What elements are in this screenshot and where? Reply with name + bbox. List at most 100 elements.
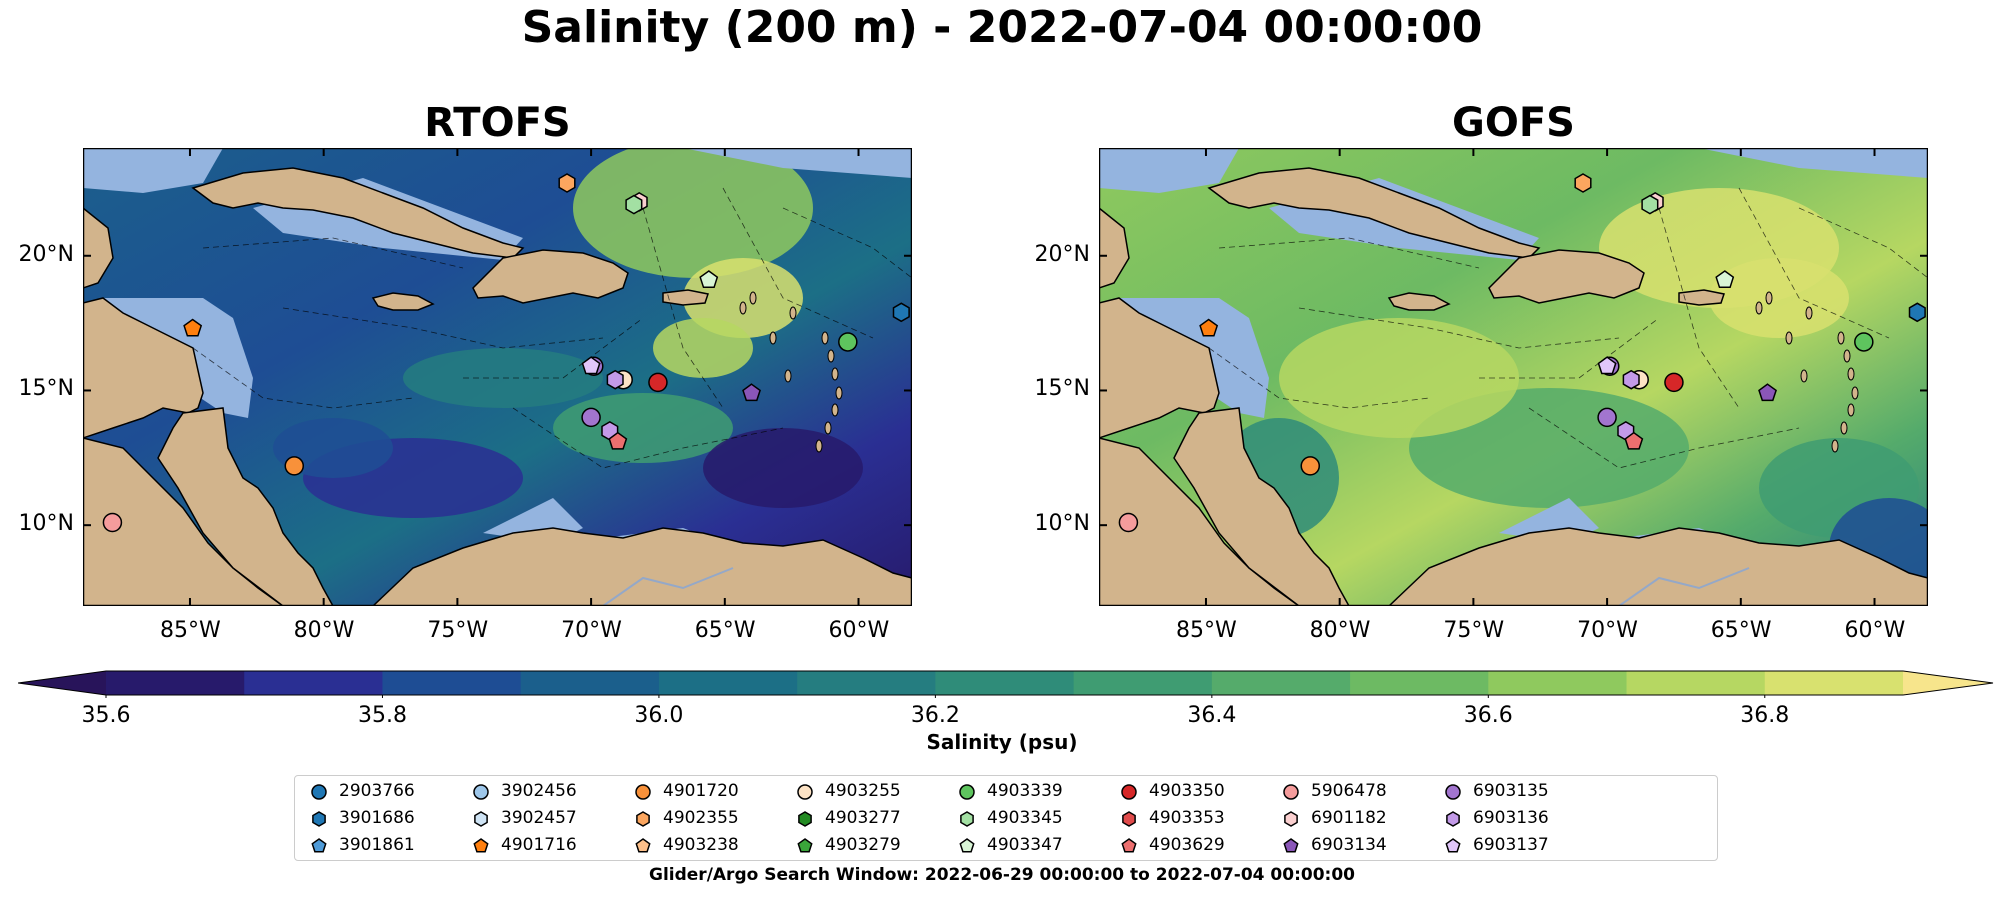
- lon-label: 75°W: [1443, 618, 1505, 643]
- eez-boundary: [1218, 237, 1480, 269]
- lon-label: 65°W: [1710, 618, 1772, 643]
- island: [1843, 349, 1851, 363]
- salinity-eddy: [573, 148, 813, 278]
- float-legend: 2903766 3901686 3901861 3902456 3902457 49017…: [294, 775, 1718, 861]
- float-marker-4903350[interactable]: [1664, 372, 1684, 393]
- float-marker-5906478[interactable]: [102, 512, 123, 533]
- island: [831, 403, 839, 417]
- colorbar-segment: [935, 671, 1075, 695]
- legend-label: 4901716: [501, 835, 577, 855]
- colorbar-segment: [1488, 671, 1628, 695]
- legend-marker-5906478: [1283, 784, 1299, 800]
- float-marker-4903339[interactable]: [1854, 332, 1874, 352]
- lat-label: 15°N: [18, 376, 74, 402]
- island: [1837, 331, 1845, 345]
- eez-boundary: [512, 407, 784, 469]
- legend-label: 3902457: [501, 808, 577, 828]
- legend-marker-2903766: [311, 784, 327, 800]
- legend-label: 4903277: [825, 808, 901, 828]
- legend-label: 4903339: [987, 781, 1063, 801]
- float-marker-6903134[interactable]: [742, 383, 761, 402]
- eez-boundary: [1298, 307, 1620, 349]
- float-marker-5906478[interactable]: [1118, 512, 1139, 533]
- float-marker-6903136[interactable]: [606, 369, 624, 390]
- island: [1831, 439, 1839, 453]
- float-marker-4903629[interactable]: [1624, 431, 1644, 450]
- map-frame: [83, 148, 912, 606]
- float-marker-6903134[interactable]: [1758, 383, 1777, 402]
- lat-label: 20°N: [18, 241, 74, 267]
- float-marker-6903137[interactable]: [1597, 356, 1617, 375]
- legend-marker-4903350: [1121, 784, 1137, 800]
- legend-marker-3902457: [474, 811, 488, 827]
- land: [472, 249, 629, 304]
- float-marker-4901716[interactable]: [1199, 318, 1219, 337]
- salinity-eddy: [553, 393, 733, 463]
- land: [83, 207, 114, 289]
- float-marker-4901720[interactable]: [284, 456, 305, 476]
- float-marker-6903135[interactable]: [581, 407, 601, 428]
- legend-marker-4903629: [1121, 838, 1137, 853]
- colorbar-segment: [382, 671, 522, 695]
- legend-marker-4901716: [473, 838, 489, 853]
- panel-title-left: RTOFS: [424, 100, 571, 146]
- float-marker-3901686[interactable]: [892, 302, 910, 323]
- legend-label: 3902456: [501, 781, 577, 801]
- float-marker-4903629[interactable]: [608, 431, 628, 450]
- legend-label: 6901182: [1311, 808, 1387, 828]
- float-marker-4903345[interactable]: [1641, 194, 1659, 215]
- float-marker-4903347[interactable]: [1715, 270, 1735, 289]
- land: [1099, 148, 1220, 439]
- legend-marker-6903136: [1446, 811, 1460, 827]
- land: [662, 289, 709, 306]
- lon-label: 60°W: [1844, 618, 1906, 643]
- legend-label: 3901686: [339, 808, 415, 828]
- float-marker-6903137[interactable]: [581, 356, 601, 375]
- legend-label: 4902355: [663, 808, 739, 828]
- lon-label: 80°W: [1309, 618, 1371, 643]
- land: [1387, 292, 1451, 311]
- map-panel-left[interactable]: [83, 148, 912, 606]
- float-marker-4903350[interactable]: [648, 372, 668, 393]
- legend-marker-4901720: [635, 784, 651, 800]
- float-marker-4903347[interactable]: [699, 270, 719, 289]
- float-marker-4902355[interactable]: [558, 173, 576, 193]
- land: [1099, 207, 1130, 289]
- float-marker-4901716[interactable]: [183, 318, 203, 337]
- colorbar-segment: [520, 671, 660, 695]
- eez-boundary: [202, 237, 464, 269]
- float-marker-4903339[interactable]: [838, 332, 858, 352]
- island: [749, 291, 757, 305]
- float-marker-4901720[interactable]: [1300, 456, 1321, 476]
- float-marker-6903135[interactable]: [1597, 407, 1617, 428]
- search-window-caption: Glider/Argo Search Window: 2022-06-29 00…: [649, 865, 1355, 885]
- land: [83, 437, 285, 606]
- lat-label: 15°N: [1034, 376, 1090, 402]
- eez-boundary: [642, 207, 724, 409]
- float-marker-3901686[interactable]: [1908, 302, 1926, 323]
- legend-marker-4902355: [636, 811, 650, 827]
- colorbar-tick-label: 36.4: [1187, 703, 1237, 728]
- float-marker-6903136[interactable]: [1622, 369, 1640, 390]
- lon-label: 60°W: [828, 618, 890, 643]
- float-marker-4903345[interactable]: [625, 194, 643, 215]
- float-marker-4902355[interactable]: [1574, 173, 1592, 193]
- lon-label: 75°W: [427, 618, 489, 643]
- legend-label: 4903255: [825, 781, 901, 801]
- legend-marker-4903279: [797, 838, 813, 853]
- land: [191, 167, 525, 259]
- colorbar-segment: [658, 671, 798, 695]
- island: [827, 349, 835, 363]
- colorbar-tick-label: 36.8: [1740, 703, 1790, 728]
- legend-label: 4901720: [663, 781, 739, 801]
- legend-marker-3902456: [473, 784, 489, 800]
- salinity-eddy: [1709, 258, 1849, 338]
- island: [1785, 331, 1793, 345]
- land: [1173, 407, 1350, 606]
- colorbar-under-extension: [18, 671, 106, 695]
- island: [815, 439, 823, 453]
- map-panel-right[interactable]: [1099, 148, 1928, 606]
- colorbar-tick-label: 36.2: [910, 703, 960, 728]
- shelf-mask: [683, 148, 912, 178]
- colorbar-segment: [1073, 671, 1213, 695]
